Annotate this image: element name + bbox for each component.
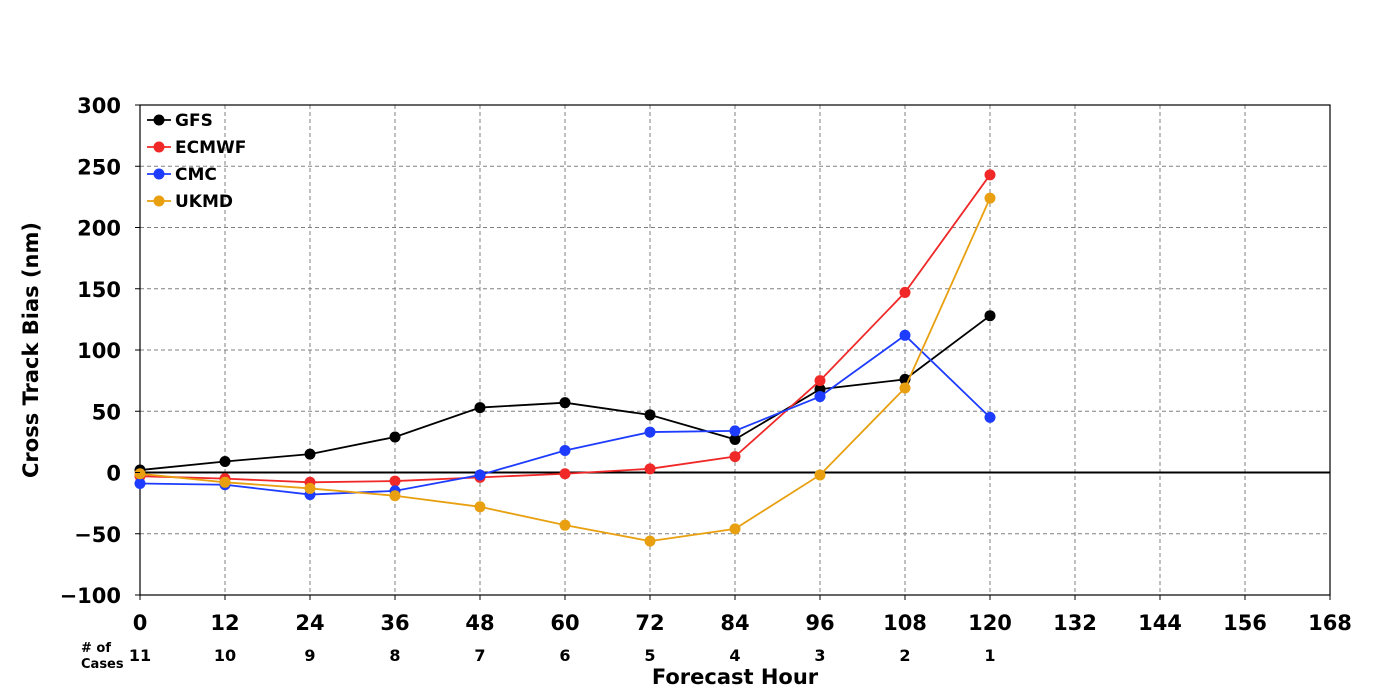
data-point-ukmd	[644, 535, 656, 547]
legend-label-cmc: CMC	[175, 165, 217, 185]
y-tick-label: 200	[77, 217, 121, 241]
legend-marker-cmc	[153, 168, 165, 180]
y-axis-ticks: −100 −50 0 50 100 150 200 250 300	[60, 94, 140, 608]
legend-item-cmc: CMC	[147, 165, 217, 185]
y-tick-label: 150	[77, 278, 121, 302]
cases-count: 1	[984, 646, 995, 665]
data-point-gfs	[559, 397, 571, 409]
data-point-ukmd	[559, 519, 571, 531]
data-point-cmc	[899, 329, 911, 341]
data-point-cmc	[644, 426, 656, 438]
legend-item-ecmwf: ECMWF	[147, 138, 246, 158]
grid	[140, 105, 1330, 595]
cases-count: 4	[729, 646, 740, 665]
data-point-gfs	[219, 455, 231, 467]
legend-label-ukmd: UKMD	[175, 192, 233, 212]
legend-label-ecmwf: ECMWF	[175, 138, 246, 158]
cases-header-line1: # of	[81, 641, 111, 656]
data-point-ukmd	[899, 382, 911, 394]
data-point-ecmwf	[389, 475, 401, 487]
x-tick-label: 48	[465, 611, 494, 635]
y-tick-label: 250	[77, 155, 121, 179]
y-tick-label: −50	[74, 523, 121, 547]
data-point-cmc	[984, 411, 996, 423]
x-tick-label: 24	[295, 611, 324, 635]
legend-marker-ukmd	[153, 195, 165, 207]
data-point-ecmwf	[644, 463, 656, 475]
x-tick-label: 12	[210, 611, 239, 635]
x-tick-label: 72	[635, 611, 664, 635]
x-tick-label: 96	[805, 611, 834, 635]
y-tick-label: 0	[106, 462, 121, 486]
data-point-ukmd	[814, 469, 826, 481]
cases-count: 3	[814, 646, 825, 665]
x-tick-label: 156	[1223, 611, 1267, 635]
cases-count: 9	[304, 646, 315, 665]
cases-count: 11	[129, 646, 151, 665]
legend-item-gfs: GFS	[147, 111, 213, 131]
series-ukmd	[134, 192, 996, 547]
legend: GFS ECMWF CMC UKMD	[147, 111, 246, 212]
data-point-gfs	[644, 409, 656, 421]
data-point-ecmwf	[814, 375, 826, 387]
x-tick-label: 168	[1308, 611, 1352, 635]
data-point-cmc	[729, 425, 741, 437]
data-point-ecmwf	[899, 286, 911, 298]
data-point-ukmd	[134, 468, 146, 480]
data-point-ukmd	[474, 501, 486, 513]
data-point-cmc	[814, 391, 826, 403]
data-point-gfs	[304, 448, 316, 460]
data-point-ukmd	[304, 482, 316, 494]
cases-count: 6	[559, 646, 570, 665]
x-tick-label: 120	[968, 611, 1012, 635]
y-tick-label: 100	[77, 339, 121, 363]
x-axis-ticks: 0 12 24 36 48 60 72 84 96 108 120 132 144 156 168	[133, 595, 1352, 635]
data-point-ecmwf	[984, 169, 996, 181]
cases-row: # of Cases 11 10 9 8 7 6 5 4 3 2 1	[81, 641, 996, 672]
data-point-ukmd	[389, 490, 401, 502]
cases-count: 7	[474, 646, 485, 665]
data-point-gfs	[984, 310, 996, 322]
data-point-cmc	[474, 469, 486, 481]
y-tick-label: 300	[77, 94, 121, 118]
cases-count: 10	[214, 646, 236, 665]
cases-header-line2: Cases	[81, 657, 124, 672]
x-tick-label: 132	[1053, 611, 1097, 635]
data-point-ecmwf	[729, 451, 741, 463]
series-layer	[134, 169, 996, 547]
x-tick-label: 108	[883, 611, 927, 635]
x-tick-label: 0	[133, 611, 148, 635]
legend-marker-ecmwf	[153, 141, 165, 153]
x-tick-label: 60	[550, 611, 579, 635]
y-axis-title: Cross Track Bias (nm)	[19, 222, 43, 478]
data-point-ukmd	[219, 476, 231, 488]
series-cmc	[134, 329, 996, 501]
data-point-gfs	[389, 431, 401, 443]
data-point-gfs	[474, 402, 486, 414]
y-tick-label: −100	[60, 584, 121, 608]
series-gfs	[134, 310, 996, 476]
data-point-cmc	[134, 478, 146, 490]
x-tick-label: 144	[1138, 611, 1182, 635]
y-tick-label: 50	[92, 400, 121, 424]
x-tick-label: 36	[380, 611, 409, 635]
cases-count: 2	[899, 646, 910, 665]
legend-item-ukmd: UKMD	[147, 192, 233, 212]
data-point-ukmd	[984, 192, 996, 204]
x-axis-title: Forecast Hour	[652, 665, 819, 689]
data-point-cmc	[559, 444, 571, 456]
data-point-ukmd	[729, 523, 741, 535]
data-point-ecmwf	[559, 468, 571, 480]
x-tick-label: 84	[720, 611, 749, 635]
data-point-gfs	[729, 433, 741, 445]
legend-marker-gfs	[153, 114, 165, 126]
cases-count: 5	[644, 646, 655, 665]
legend-label-gfs: GFS	[175, 111, 213, 131]
cases-count: 8	[389, 646, 400, 665]
